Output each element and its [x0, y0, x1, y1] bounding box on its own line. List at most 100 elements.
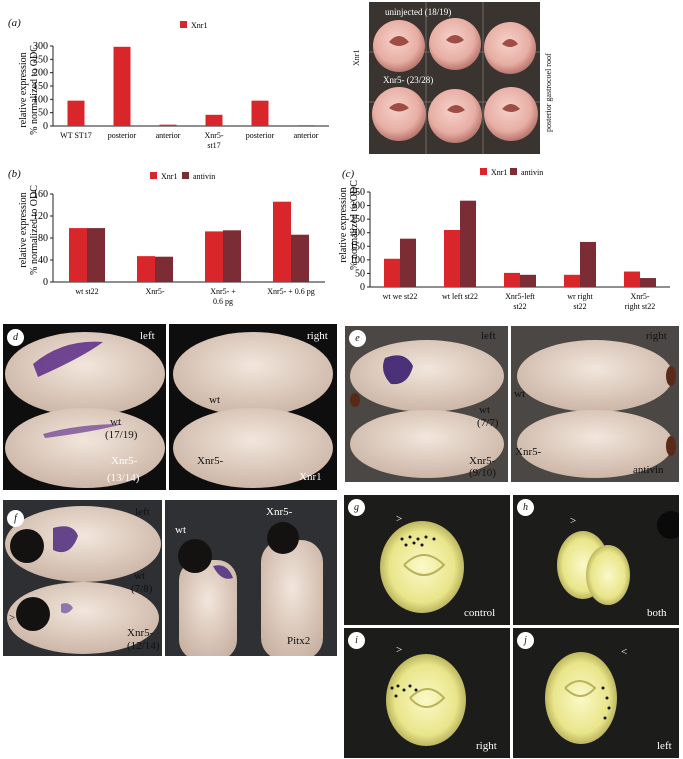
y-tick-label: 50 [355, 268, 365, 279]
panel-h-photo: h > both [513, 495, 679, 625]
y-tick-label: 300 [350, 201, 365, 212]
xnr5-count: (13/14) [107, 472, 140, 484]
wt-label: wt [134, 570, 145, 582]
bar-antivin-0 [87, 228, 105, 282]
panel-e-left-photo: e left wt (7/7) Xnr5- (9/10) [345, 326, 508, 482]
panel-c-label: (c) [342, 168, 355, 180]
xnr5-label: Xnr5- [266, 506, 293, 518]
x-tick-label: wr right [567, 292, 593, 301]
panel-b-chart: Xnr1 antivin relative expression % norma… [18, 172, 325, 306]
panel-f-left-photo: f left wt (7/8) Xnr5- (12/14) > [3, 500, 162, 656]
bar-xnr1-0 [69, 228, 87, 282]
condition-label: right [476, 740, 497, 752]
arrowhead: > [570, 515, 577, 527]
bar-xnr1-3 [205, 114, 223, 126]
panel-d-right-photo: right wt Xnr5- Xnr1 [169, 324, 337, 490]
x-tick-label: st22 [573, 302, 586, 311]
legend-text-antivin: antivin [193, 172, 215, 181]
condition-label: left [657, 740, 672, 752]
bar-xnr1-1 [444, 230, 460, 287]
y-tick-label: 150 [33, 81, 48, 92]
y-axis-title-line2: % normalized to ODC [29, 185, 40, 275]
x-tick-label: anterior [294, 131, 319, 140]
xnr5-label: Xnr5- [197, 455, 224, 467]
xnr5-label: Xnr5- [127, 627, 154, 639]
bar-xnr1-1 [137, 256, 155, 282]
x-tick-label: Xnr5- [630, 292, 649, 301]
xnr5-count: (9/10) [469, 467, 496, 479]
y-tick-label: 50 [38, 108, 48, 119]
y-tick-label: 0 [43, 277, 48, 288]
x-tick-label: 0.6 pg [213, 297, 233, 306]
panel-f-label: f [7, 510, 24, 527]
right-label: right [646, 330, 667, 342]
legend-text-xnr1: Xnr1 [491, 168, 507, 177]
y-tick-label: 40 [38, 255, 48, 266]
y-tick-label: 160 [33, 189, 48, 200]
uninjected-label: uninjected (18/19) [385, 7, 452, 17]
y-tick-label: 150 [350, 241, 365, 252]
left-label: left [140, 330, 155, 342]
arrowhead: > [9, 612, 16, 624]
x-tick-label: wt st22 [75, 287, 98, 296]
bar-xnr1-4 [251, 100, 269, 126]
bar-xnr1-0 [384, 258, 400, 287]
embryo-image [350, 340, 504, 478]
x-tick-label: anterior [156, 131, 181, 140]
bar-antivin-4 [640, 278, 656, 287]
left-label: left [481, 330, 496, 342]
bar-xnr1-2 [205, 231, 223, 282]
bar-xnr1-5 [297, 125, 315, 126]
x-tick-label: right st22 [625, 302, 655, 311]
x-tick-label: Xnr5- + 0.6 pg [267, 287, 315, 296]
tadpole-image [178, 522, 323, 656]
xnr5-label: Xnr5- [469, 455, 496, 467]
y-tick-label: 350 [350, 187, 365, 198]
y-axis-title-line2: % normalized to ODC [349, 180, 360, 270]
wt-label: wt [175, 524, 186, 536]
y-tick-label: 0 [360, 282, 365, 293]
embryo-image [5, 506, 161, 654]
arrowhead: > [396, 513, 403, 525]
bar-xnr1-3 [273, 201, 291, 282]
wt-count: (7/8) [131, 583, 153, 595]
panel-h-label: h [517, 499, 534, 516]
legend-swatch-antivin [510, 168, 517, 175]
y-tick-label: 250 [33, 54, 48, 65]
legend-swatch-xnr1 [180, 21, 187, 28]
y-tick-label: 100 [33, 94, 48, 105]
wt-count: (17/19) [105, 429, 138, 441]
gene-label: antivin [633, 464, 664, 476]
gene-label: Pitx2 [287, 635, 311, 647]
bar-antivin-0 [400, 238, 416, 287]
embryo-image [173, 332, 333, 488]
y-axis-title-line1: relative expression [338, 187, 349, 262]
legend-text-antivin: antivin [521, 168, 543, 177]
gene-label: Xnr1 [299, 471, 322, 483]
chart-b-plot: 0 40 80 120 160 wt st22 Xnr5- Xnr5- +0.6 pg Xnr5… [33, 189, 325, 306]
x-tick-label: st17 [207, 141, 220, 150]
bar-antivin-2 [520, 274, 536, 287]
embryo-image [5, 332, 165, 488]
xnr5-label: Xnr5- [515, 446, 542, 458]
left-label: left [135, 506, 150, 518]
bar-xnr1-2 [504, 272, 520, 287]
photo-side-label: Xnr1 [352, 49, 361, 66]
legend-swatch-xnr1 [150, 172, 157, 179]
panel-i-label: i [348, 632, 365, 649]
panel-e-label: e [349, 330, 366, 347]
panel-d-left-photo: d left wt (17/19) Xnr5- (13/14) [3, 324, 166, 490]
bar-antivin-1 [460, 200, 476, 287]
bar-antivin-2 [223, 230, 241, 282]
x-tick-label: wt we st22 [383, 292, 418, 301]
x-tick-label: wt left st22 [442, 292, 478, 301]
panel-a-label: (a) [8, 17, 21, 29]
panel-e-right-photo: right wt Xnr5- antivin [511, 326, 679, 482]
y-tick-label: 200 [33, 68, 48, 79]
x-tick-label: st22 [513, 302, 526, 311]
x-tick-label: Xnr5-left [505, 292, 536, 301]
bar-xnr1-4 [624, 271, 640, 287]
panel-d-label: d [7, 329, 24, 346]
bar-xnr1-2 [159, 124, 177, 126]
panel-c-chart: Xnr1 antivin relative expression % norma… [338, 168, 670, 311]
